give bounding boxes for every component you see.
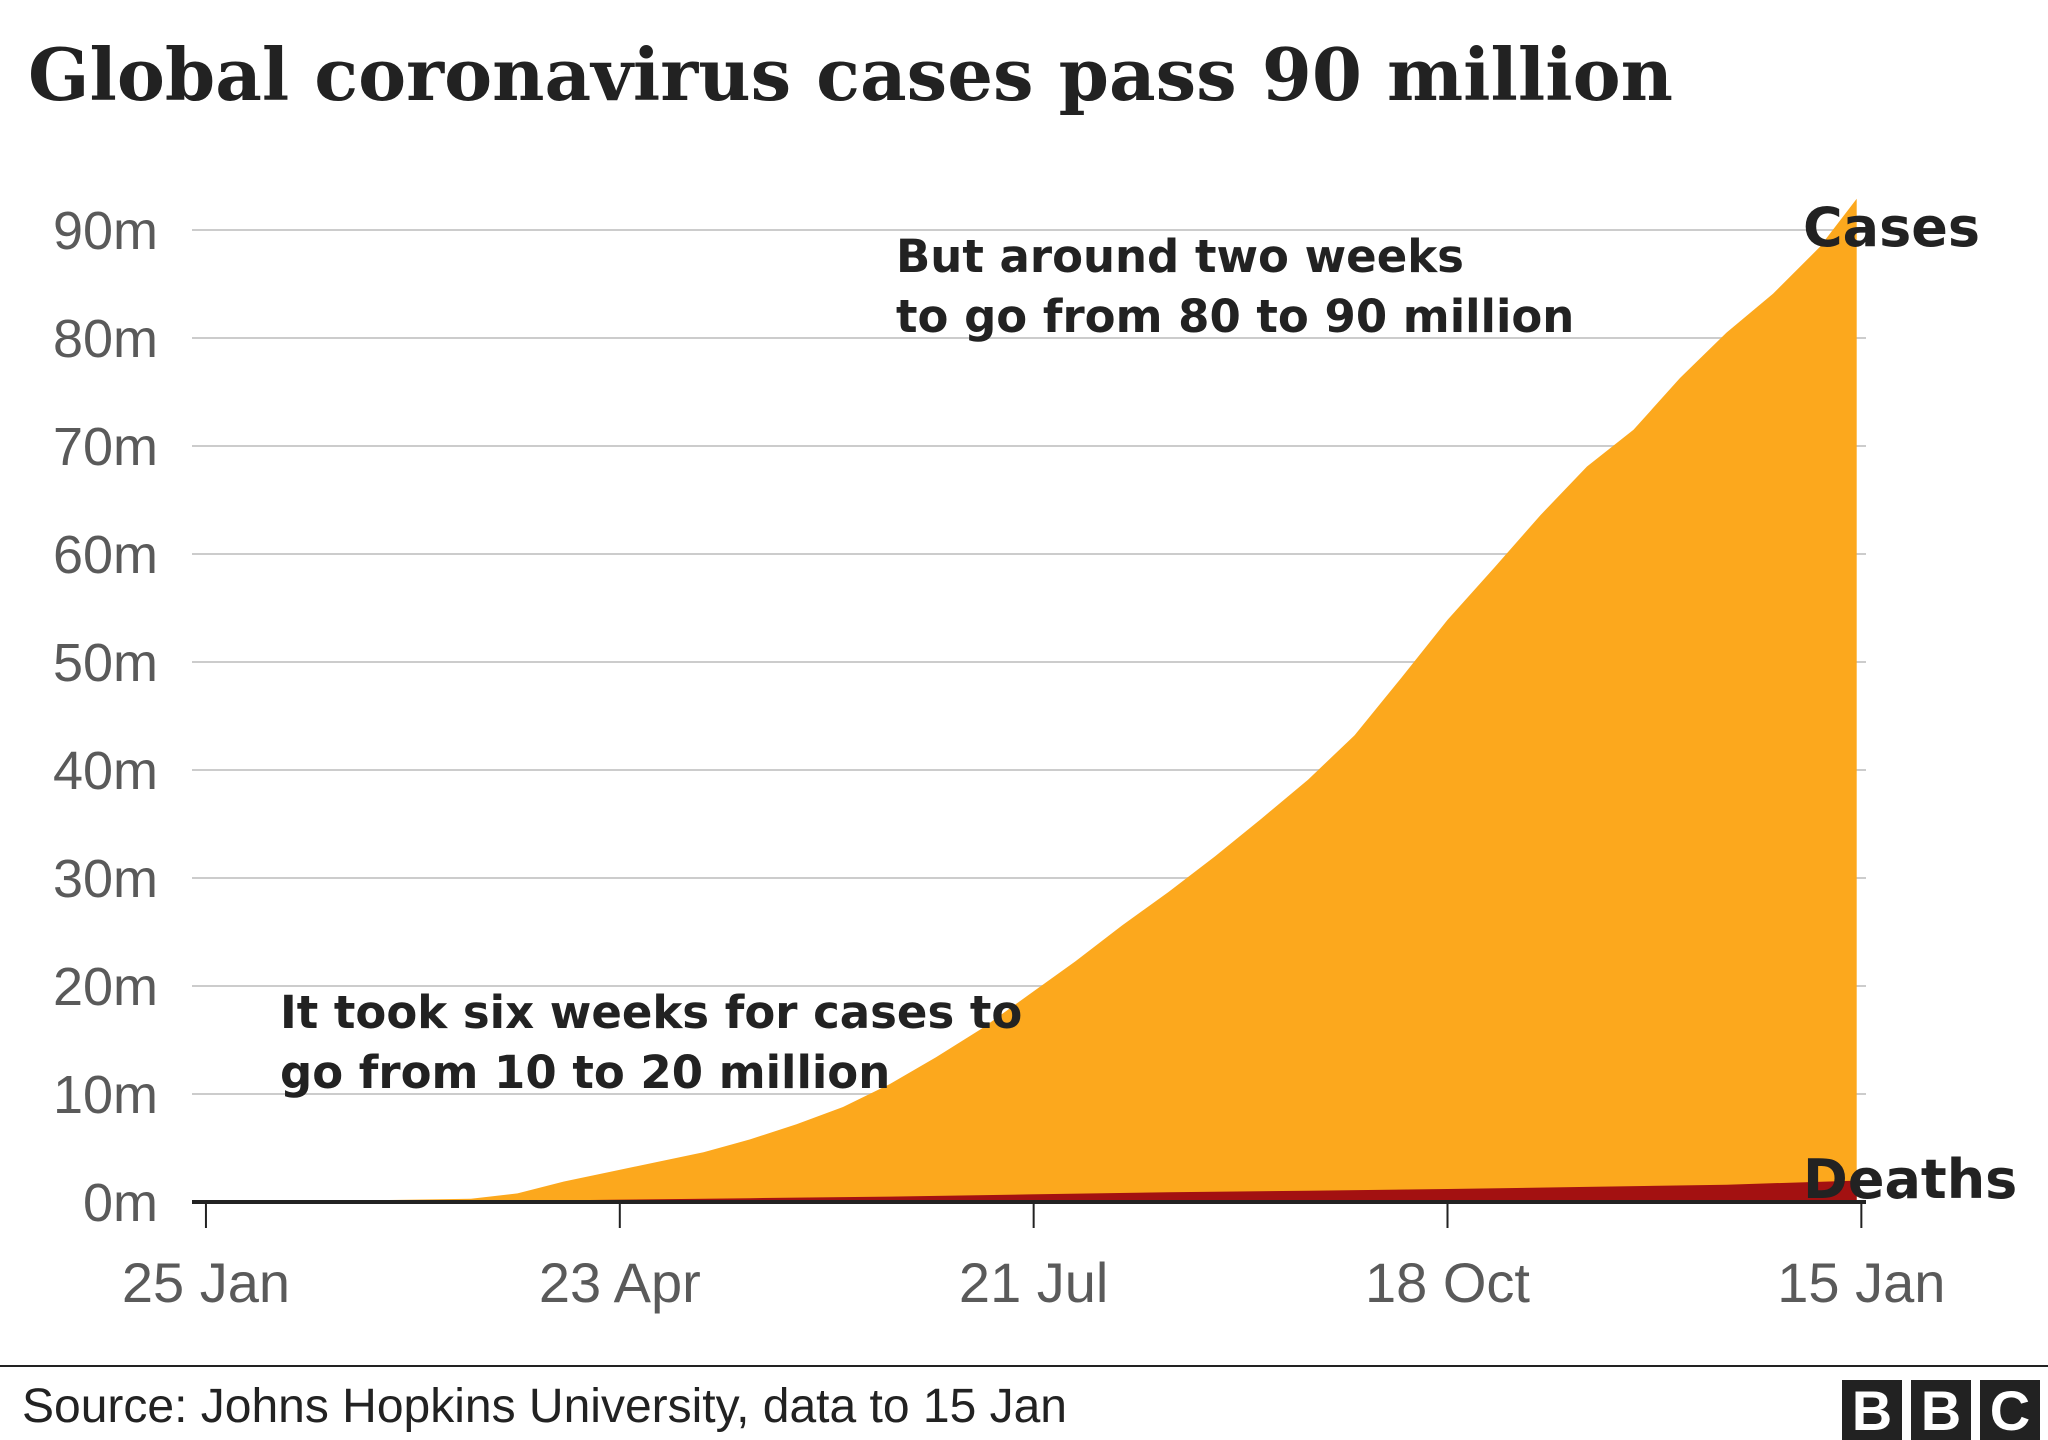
x-tick-label-18-oct: 18 Oct bbox=[1365, 1251, 1530, 1314]
cases-area bbox=[192, 198, 1857, 1202]
y-tick-label-90m: 90m bbox=[53, 201, 158, 261]
y-tick-label-50m: 50m bbox=[53, 633, 158, 693]
bbc-logo-letter-2: B bbox=[1921, 1379, 1961, 1440]
bbc-logo-letter-3: C bbox=[1990, 1379, 2030, 1440]
bbc-logo-block-1 bbox=[1842, 1380, 1902, 1440]
bbc-logo: B B C bbox=[1842, 1379, 2040, 1440]
y-tick-label-70m: 70m bbox=[53, 417, 158, 477]
axes: 0m 10m 20m 30m 40m 50m 60m 70m 80m 90m 25 Jan 23 Ap… bbox=[53, 201, 1945, 1314]
annotation-bottom-line-1: It took six weeks for cases to bbox=[280, 986, 1022, 1039]
y-tick-label-60m: 60m bbox=[53, 525, 158, 585]
series-areas bbox=[192, 198, 1857, 1202]
y-tick-label-40m: 40m bbox=[53, 741, 158, 801]
x-tick-label-23-apr: 23 Apr bbox=[539, 1251, 701, 1314]
cases-series-label: Cases bbox=[1803, 196, 1980, 259]
bbc-logo-block-3 bbox=[1980, 1380, 2040, 1440]
y-tick-label-20m: 20m bbox=[53, 957, 158, 1017]
y-tick-label-0m: 0m bbox=[83, 1173, 158, 1233]
x-tick-label-15-jan: 15 Jan bbox=[1777, 1251, 1945, 1314]
gridlines bbox=[192, 229, 1866, 1095]
annotation-bottom-line-2: go from 10 to 20 million bbox=[280, 1046, 890, 1099]
source-note: Source: Johns Hopkins University, data t… bbox=[22, 1380, 1067, 1433]
deaths-series-label: Deaths bbox=[1803, 1148, 2017, 1211]
y-tick-label-80m: 80m bbox=[53, 309, 158, 369]
y-tick-label-10m: 10m bbox=[53, 1065, 158, 1125]
x-tick-label-25-jan: 25 Jan bbox=[122, 1251, 290, 1314]
annotation-top-line-1: But around two weeks bbox=[896, 230, 1464, 283]
bbc-logo-letter-1: B bbox=[1852, 1379, 1892, 1440]
annotation-top-line-2: to go from 80 to 90 million bbox=[896, 290, 1574, 343]
deaths-area bbox=[192, 1180, 1857, 1202]
bbc-logo-block-2 bbox=[1911, 1380, 1971, 1440]
y-tick-label-30m: 30m bbox=[53, 849, 158, 909]
chart-title: Global coronavirus cases pass 90 million bbox=[28, 32, 1673, 117]
x-tick-label-21-jul: 21 Jul bbox=[959, 1251, 1108, 1314]
